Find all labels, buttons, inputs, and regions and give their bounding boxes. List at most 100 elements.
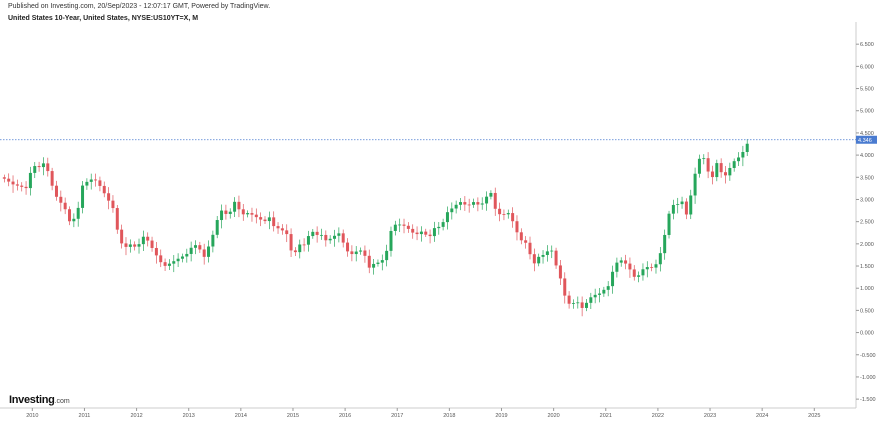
candle-body-up xyxy=(437,226,441,229)
chart-title: United States 10-Year, United States, NY… xyxy=(8,15,199,22)
candle-body-up xyxy=(606,286,610,290)
candle-body-up xyxy=(576,302,580,304)
candle-body-up xyxy=(445,212,449,223)
candle-body-down xyxy=(280,228,284,231)
y-tick-label: 4.500 xyxy=(860,131,874,137)
candle-body-down xyxy=(346,242,350,252)
candle-body-down xyxy=(50,171,54,186)
candle-body-down xyxy=(7,178,11,182)
candle-body-down xyxy=(532,254,536,264)
candle-body-down xyxy=(46,163,50,172)
candle-body-down xyxy=(241,209,245,215)
candle-body-down xyxy=(237,201,241,210)
candle-body-up xyxy=(641,269,645,276)
candle-body-down xyxy=(54,185,58,197)
candle-body-down xyxy=(111,200,115,209)
candle-body-up xyxy=(715,163,719,178)
candle-body-down xyxy=(59,196,63,203)
candle-body-down xyxy=(24,186,28,189)
candle-body-down xyxy=(324,234,328,241)
candle-body-up xyxy=(28,172,32,189)
candle-body-up xyxy=(419,231,423,235)
last-price-label: 4.346 xyxy=(858,138,872,144)
candle-body-down xyxy=(154,247,158,256)
candle-body-down xyxy=(263,219,267,222)
candle-body-down xyxy=(719,163,723,173)
candle-body-down xyxy=(11,181,15,185)
y-tick-label: 4.000 xyxy=(860,153,874,159)
candle-body-down xyxy=(528,242,532,255)
candle-body-up xyxy=(398,224,402,226)
candle-body-down xyxy=(580,302,584,308)
y-tick-label: 0.000 xyxy=(860,331,874,337)
x-tick-label: 2020 xyxy=(548,413,560,419)
candle-body-up xyxy=(545,251,549,256)
candle-body-up xyxy=(298,244,302,253)
candle-body-down xyxy=(146,236,150,241)
candle-body-down xyxy=(107,193,111,201)
candle-body-down xyxy=(259,217,263,220)
candle-body-down xyxy=(15,184,19,186)
candle-body-up xyxy=(745,143,749,152)
candle-body-down xyxy=(115,208,119,230)
candle-body-up xyxy=(220,210,224,221)
candle-body-up xyxy=(485,196,489,204)
candle-body-down xyxy=(428,234,432,237)
candle-body-up xyxy=(89,179,93,182)
candle-body-up xyxy=(233,201,237,212)
candle-body-down xyxy=(133,244,137,247)
x-tick-label: 2019 xyxy=(495,413,507,419)
candle-body-up xyxy=(537,256,541,264)
candle-body-up xyxy=(489,192,493,197)
candle-body-up xyxy=(741,151,745,158)
candle-body-down xyxy=(150,240,154,248)
candle-body-down xyxy=(98,180,102,186)
candle-body-down xyxy=(684,201,688,215)
candle-body-up xyxy=(246,213,250,215)
candle-body-down xyxy=(293,250,297,253)
candle-body-down xyxy=(415,232,419,235)
candle-body-down xyxy=(502,214,506,215)
candle-body-up xyxy=(176,258,180,262)
candle-body-down xyxy=(224,210,228,214)
candle-body-up xyxy=(441,222,445,227)
candle-body-up xyxy=(550,250,554,252)
candle-body-up xyxy=(211,234,215,247)
candle-body-down xyxy=(363,250,367,256)
candle-body-up xyxy=(376,262,380,264)
candle-body-down xyxy=(341,233,345,243)
candle-body-up xyxy=(589,297,593,303)
candle-body-down xyxy=(124,243,128,247)
y-tick-label: 2.000 xyxy=(860,242,874,248)
candle-body-up xyxy=(611,271,615,287)
x-tick-label: 2010 xyxy=(26,413,38,419)
candle-body-up xyxy=(72,218,76,222)
candle-body-down xyxy=(285,230,289,235)
candle-body-up xyxy=(354,251,358,255)
logo-suffix: .com xyxy=(54,398,70,405)
x-tick-label: 2017 xyxy=(391,413,403,419)
candle-body-up xyxy=(571,303,575,304)
candle-body-up xyxy=(33,166,37,173)
candle-body-down xyxy=(493,192,497,209)
candle-body-up xyxy=(541,255,545,257)
candle-body-up xyxy=(584,302,588,308)
candle-body-up xyxy=(128,244,132,247)
candle-body-down xyxy=(350,251,354,255)
candle-body-down xyxy=(120,229,124,244)
y-tick-label: -0.500 xyxy=(860,353,876,359)
investing-logo[interactable]: Investing.com xyxy=(9,394,70,406)
y-tick-label: 6.500 xyxy=(860,42,874,48)
candle-body-down xyxy=(37,166,41,168)
y-tick-label: 3.500 xyxy=(860,175,874,181)
candle-body-up xyxy=(193,245,197,248)
candle-body-up xyxy=(658,253,662,265)
y-tick-label: 1.000 xyxy=(860,286,874,292)
candle-body-up xyxy=(267,217,271,222)
candle-body-up xyxy=(637,275,641,277)
candle-body-up xyxy=(458,202,462,205)
candle-body-up xyxy=(732,161,736,168)
candle-body-up xyxy=(671,204,675,214)
candle-body-down xyxy=(20,185,24,187)
